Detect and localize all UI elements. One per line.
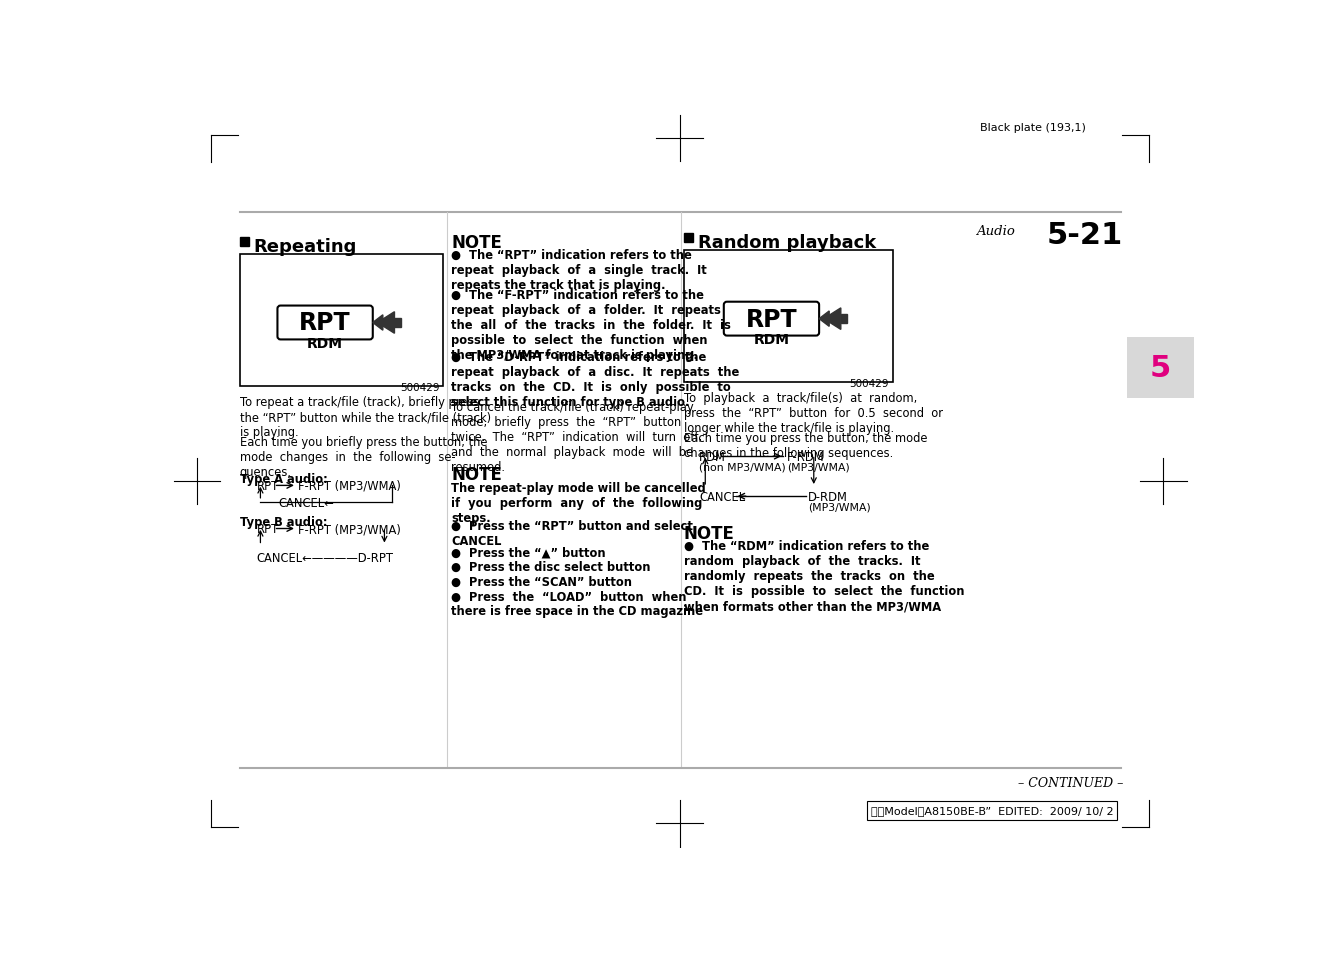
Text: ●  Press the “RPT” button and select
CANCEL: ● Press the “RPT” button and select CANC… bbox=[451, 519, 693, 548]
Text: To repeat a track/file (track), briefly press
the “RPT” button while the track/f: To repeat a track/file (track), briefly … bbox=[239, 395, 491, 438]
Text: RPT: RPT bbox=[300, 312, 350, 335]
Text: ●  The “F-RPT” indication refers to the
repeat  playback  of  a  folder.  It  re: ● The “F-RPT” indication refers to the r… bbox=[451, 289, 731, 362]
Text: Black plate (193,1): Black plate (193,1) bbox=[979, 123, 1085, 133]
Text: The repeat-play mode will be cancelled
if  you  perform  any  of  the  following: The repeat-play mode will be cancelled i… bbox=[451, 481, 706, 524]
Text: Repeating: Repeating bbox=[253, 237, 357, 255]
Text: F-RDM: F-RDM bbox=[787, 450, 824, 463]
Text: 500429: 500429 bbox=[399, 383, 439, 393]
Text: RDM: RDM bbox=[754, 333, 790, 346]
Text: ●  The “D-RPT” indication refers to the
repeat  playback  of  a  disc.  It  repe: ● The “D-RPT” indication refers to the r… bbox=[451, 351, 739, 409]
Polygon shape bbox=[373, 315, 384, 331]
Polygon shape bbox=[824, 309, 841, 330]
Bar bbox=[239, 254, 443, 387]
Text: (MP3/WMA): (MP3/WMA) bbox=[787, 462, 849, 473]
Polygon shape bbox=[377, 313, 394, 334]
Text: ●  The “RPT” indication refers to the
repeat  playback  of  a  single  track.  I: ● The “RPT” indication refers to the rep… bbox=[451, 249, 707, 292]
Text: CANCEL←: CANCEL← bbox=[279, 497, 334, 509]
Text: F-RPT (MP3/WMA): F-RPT (MP3/WMA) bbox=[299, 522, 401, 536]
Polygon shape bbox=[841, 314, 847, 324]
Text: Random playback: Random playback bbox=[698, 233, 876, 252]
Text: 500429: 500429 bbox=[849, 379, 889, 389]
Text: RPT: RPT bbox=[256, 479, 279, 493]
Text: NOTE: NOTE bbox=[451, 233, 502, 252]
Bar bbox=[683, 233, 693, 243]
Text: Type A audio:: Type A audio: bbox=[239, 472, 328, 485]
Text: Type B audio:: Type B audio: bbox=[239, 516, 326, 528]
Text: CANCEL←————D-RPT: CANCEL←————D-RPT bbox=[256, 552, 394, 565]
Text: NOTE: NOTE bbox=[683, 524, 734, 542]
FancyBboxPatch shape bbox=[723, 302, 819, 336]
Text: RPT: RPT bbox=[746, 307, 798, 332]
Bar bbox=[683, 251, 893, 383]
Text: ●  Press  the  “LOAD”  button  when
there is free space in the CD magazine: ● Press the “LOAD” button when there is … bbox=[451, 590, 703, 618]
Text: ●  Press the disc select button: ● Press the disc select button bbox=[451, 560, 650, 574]
Text: 北米ModelＢA8150BE-B”  EDITED:  2009/ 10/ 2: 北米ModelＢA8150BE-B” EDITED: 2009/ 10/ 2 bbox=[871, 805, 1113, 816]
Text: ●  Press the “▲” button: ● Press the “▲” button bbox=[451, 546, 605, 558]
Polygon shape bbox=[394, 318, 401, 328]
Text: (MP3/WMA): (MP3/WMA) bbox=[808, 502, 871, 513]
Text: ●  Press the “SCAN” button: ● Press the “SCAN” button bbox=[451, 575, 632, 588]
Text: – CONTINUED –: – CONTINUED – bbox=[1018, 776, 1123, 789]
Text: Each time you briefly press the button, the
mode  changes  in  the  following  s: Each time you briefly press the button, … bbox=[239, 436, 487, 478]
Text: NOTE: NOTE bbox=[451, 466, 502, 484]
Text: RDM: RDM bbox=[307, 336, 344, 350]
Text: D-RDM: D-RDM bbox=[808, 490, 848, 503]
Text: 5: 5 bbox=[1149, 354, 1170, 383]
FancyBboxPatch shape bbox=[277, 306, 373, 340]
Text: Each time you press the button, the mode
changes in the following sequences.: Each time you press the button, the mode… bbox=[683, 432, 928, 460]
Text: To  playback  a  track/file(s)  at  random,
press  the  “RPT”  button  for  0.5 : To playback a track/file(s) at random, p… bbox=[683, 392, 942, 435]
Text: Audio: Audio bbox=[975, 224, 1015, 237]
Text: CANCEL: CANCEL bbox=[699, 490, 746, 503]
Bar bbox=[868, 801, 1117, 820]
Text: ●  The “RDM” indication refers to the
random  playback  of  the  tracks.  It
ran: ● The “RDM” indication refers to the ran… bbox=[683, 539, 965, 613]
Text: 5-21: 5-21 bbox=[1047, 220, 1123, 250]
Bar bbox=[239, 237, 248, 247]
Polygon shape bbox=[819, 312, 829, 327]
Text: To cancel the track/file (track) repeat-play
mode,  briefly  press  the  “RPT”  : To cancel the track/file (track) repeat-… bbox=[451, 400, 702, 474]
Bar bbox=[1127, 337, 1194, 399]
Text: (non MP3/WMA): (non MP3/WMA) bbox=[699, 462, 786, 473]
Text: RDM: RDM bbox=[699, 450, 726, 463]
Text: F-RPT (MP3/WMA): F-RPT (MP3/WMA) bbox=[299, 479, 401, 493]
Text: RPT: RPT bbox=[256, 522, 279, 536]
